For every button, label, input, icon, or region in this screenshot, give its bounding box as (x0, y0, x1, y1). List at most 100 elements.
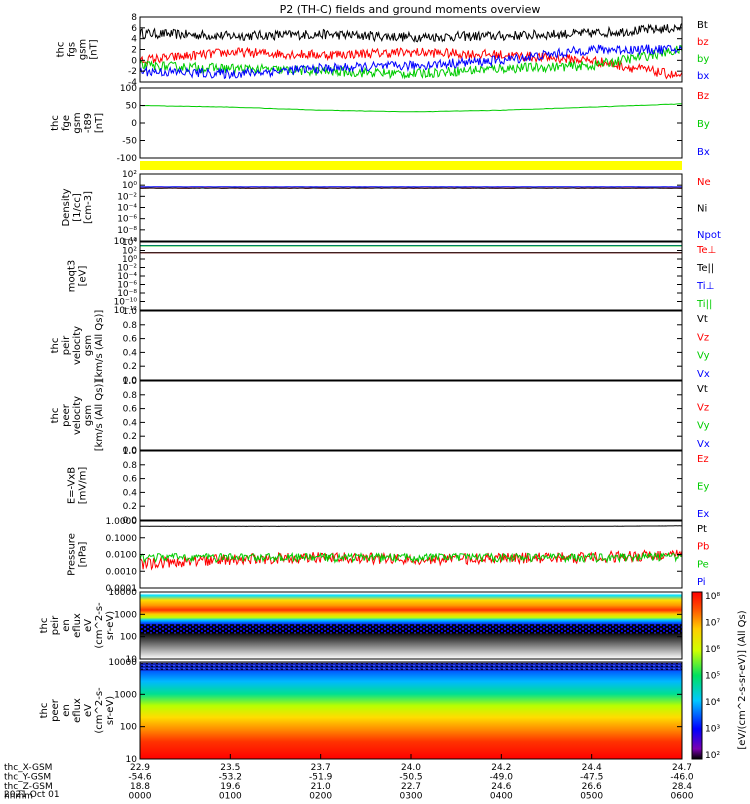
y-tick-label: 1000 (114, 690, 137, 700)
legend-Npot: Npot (697, 230, 721, 241)
y-tick-label: 100 (120, 84, 137, 94)
y-tick-label: 0.2 (123, 362, 137, 372)
y-tick-label: 0.4 (123, 348, 138, 358)
x-axis-value: -54.6 (128, 773, 152, 783)
panel-frame (140, 381, 682, 450)
x-axis-value: 24.2 (491, 763, 511, 773)
legend-Vy: Vy (697, 421, 710, 432)
y-axis-label-line: peir (61, 335, 72, 355)
y-axis-label: Pressure[nPa] (67, 533, 89, 576)
y-axis-label-line: en (61, 704, 72, 717)
x-axis-value: -53.2 (219, 773, 242, 783)
series-line-bx (140, 45, 682, 79)
y-tick-label: 1.0 (123, 307, 138, 317)
x-axis-row-label: thc_X-GSM (4, 763, 52, 773)
x-axis-value: 19.6 (220, 782, 240, 792)
y-axis-label-line: E=-VxB (67, 467, 78, 504)
y-axis-label-line: (cm^2-s- (94, 602, 105, 649)
y-axis-label-line: [mV/m] (78, 467, 89, 505)
y-tick-label: 0.4 (123, 418, 138, 428)
spectrogram-image (140, 662, 682, 759)
y-axis-label: Density[1/cc][cm-3] (61, 188, 94, 226)
colorbar-label: [eV/(cm^2-s-sr-eV)] (All Qs) (737, 610, 748, 749)
x-axis-value: -51.9 (309, 773, 333, 783)
y-axis-label-line: [nPa] (78, 541, 89, 567)
x-axis-value: 0300 (400, 792, 423, 801)
y-axis-label-line: thc (50, 408, 61, 424)
x-axis-value: 22.9 (130, 763, 150, 773)
panel-frame (140, 451, 682, 520)
y-axis-label-line: [1/cc] (72, 193, 83, 222)
y-tick-label: 10² (122, 170, 137, 180)
y-axis-label-line: peir (50, 615, 61, 635)
y-axis-label-line: [nT] (94, 113, 105, 133)
legend-Vx: Vx (697, 439, 710, 450)
panel-10: 10000100010010thcpeerenefluxeV(cm^2-s-sr… (39, 658, 682, 765)
panel-stack: 86420-2-4thcfgsgsm[nT]Btbzbybx100500-50-… (39, 13, 721, 765)
y-tick-label: 0 (131, 56, 137, 66)
panel-frame (140, 88, 682, 158)
y-axis-label-line: gsm (83, 405, 94, 426)
legend-Vz: Vz (697, 332, 709, 343)
y-axis-label-line: [eV] (78, 266, 89, 287)
panel-8: 1.00000.10000.01000.00100.0001Pressure[n… (67, 517, 710, 594)
legend-Pb: Pb (697, 542, 709, 553)
panel-6: 1.00.80.60.40.20.0thcpeervelocitygsm[km/… (50, 377, 710, 456)
y-tick-label: 10000 (108, 588, 137, 598)
y-axis-label-line: thc (56, 42, 67, 58)
spectrogram-noise-band (140, 663, 682, 671)
x-axis-value: 0400 (490, 792, 513, 801)
y-tick-label: 10⁻² (117, 192, 137, 202)
legend-Ti||: Ti|| (696, 299, 712, 310)
y-tick-label: 0.0100 (106, 551, 138, 561)
y-axis-label-line: fge (61, 115, 72, 131)
panel-frame (140, 311, 682, 380)
legend-Pe: Pe (697, 559, 709, 570)
legend-Ni: Ni (697, 204, 707, 215)
legend-Vx: Vx (697, 369, 710, 380)
x-axis-value: 23.7 (311, 763, 331, 773)
y-tick-label: 6 (131, 24, 137, 34)
colorbar-tick-label: 10² (705, 751, 720, 761)
y-axis-label-line: (cm^2-s- (94, 687, 105, 734)
y-tick-label: 8 (131, 13, 137, 23)
y-axis-label-line: [nT] (89, 39, 100, 59)
legend-By: By (697, 119, 710, 130)
legend-Bz: Bz (697, 91, 709, 102)
x-axis-value: -49.0 (490, 773, 514, 783)
colorbar-tick-label: 10⁷ (705, 619, 720, 629)
y-axis-label-line: eflux (72, 698, 83, 723)
legend-bz: bz (697, 37, 709, 48)
y-tick-label: -100 (117, 154, 138, 164)
legend-Ti⊥: Ti⊥ (696, 281, 714, 292)
x-axis-value: 26.6 (582, 782, 602, 792)
figure-title: P2 (TH-C) fields and ground moments over… (280, 3, 541, 16)
y-tick-label: -2 (128, 67, 137, 77)
y-tick-label: 0 (131, 119, 137, 129)
x-axis-value: 0600 (671, 792, 694, 801)
y-tick-label: 4 (131, 35, 137, 45)
panel-9: 10000100010010thcpeirenefluxeV(cm^2-s-sr… (39, 588, 682, 665)
legend-Ex: Ex (697, 509, 709, 520)
y-tick-label: 0.2 (123, 502, 137, 512)
y-tick-label: 1.0 (123, 377, 138, 387)
x-axis-value: 22.7 (401, 782, 421, 792)
legend-Vz: Vz (697, 402, 709, 413)
y-tick-label: 1.0000 (106, 517, 138, 527)
y-tick-label: 10⁰ (122, 181, 137, 191)
y-tick-label: 0.6 (123, 405, 138, 415)
legend-Te⊥: Te⊥ (696, 245, 716, 256)
legend-Ey: Ey (697, 482, 709, 493)
series-line-bt (140, 23, 682, 41)
legend-Bt: Bt (697, 20, 708, 31)
colorbar-tick-label: 10⁶ (705, 645, 720, 655)
y-axis-label-line: -t89 (83, 113, 94, 133)
legend-Vt: Vt (697, 384, 708, 395)
colorbar-tick-label: 10⁵ (705, 672, 720, 682)
y-tick-label: 2 (131, 46, 137, 56)
